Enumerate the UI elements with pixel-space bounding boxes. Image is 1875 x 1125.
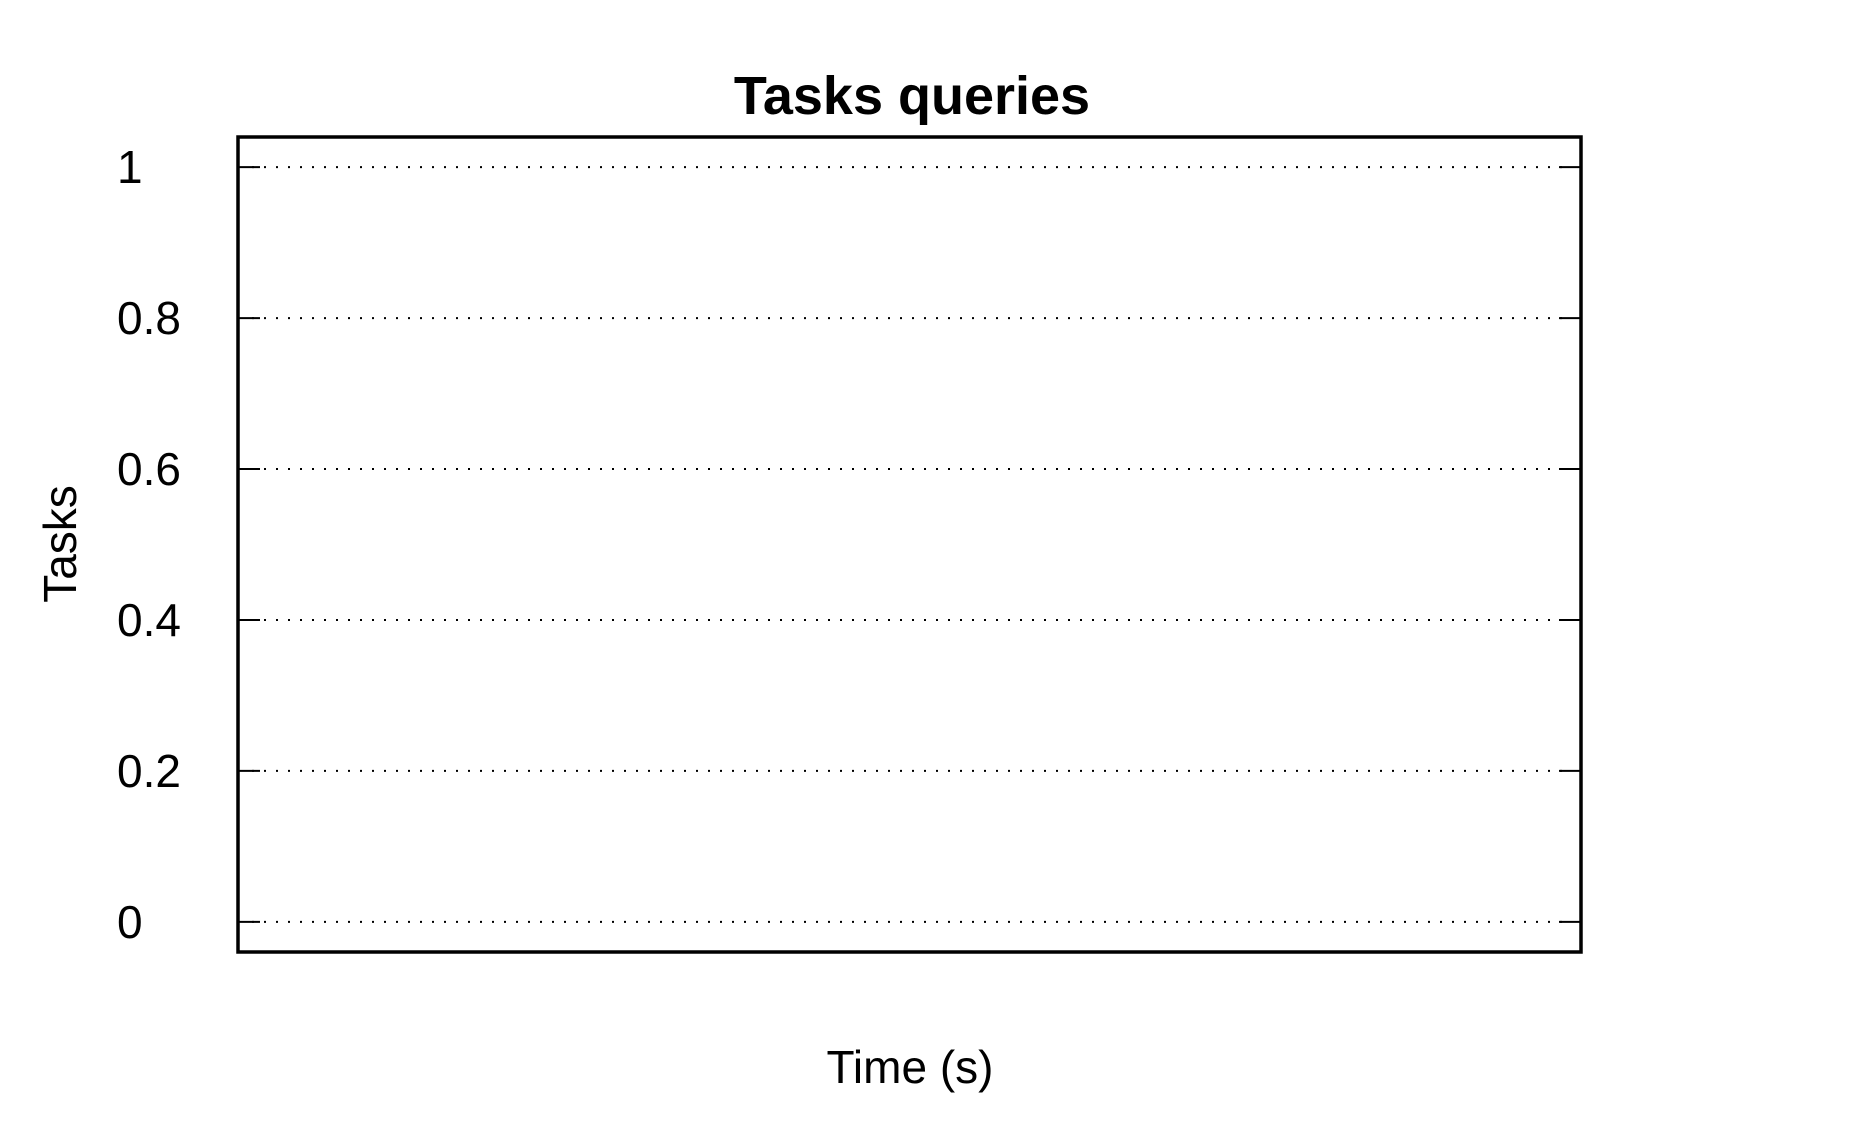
y-tick-label: 1	[117, 141, 143, 193]
y-tick-labels: 0 0.2 0.4 0.6 0.8 1	[117, 141, 181, 948]
y-tick-marks	[238, 166, 1581, 923]
plot-frame	[236, 135, 1583, 954]
x-axis-label: Time (s)	[827, 1041, 994, 1093]
y-axis-label: Tasks	[34, 485, 86, 603]
grid-lines	[252, 166, 1567, 923]
y-tick-label: 0.6	[117, 443, 181, 495]
y-tick-label: 0.2	[117, 745, 181, 797]
y-tick-label: 0	[117, 896, 143, 948]
chart-title: Tasks queries	[734, 66, 1090, 126]
y-tick-label: 0.4	[117, 594, 181, 646]
y-tick-label: 0.8	[117, 292, 181, 344]
